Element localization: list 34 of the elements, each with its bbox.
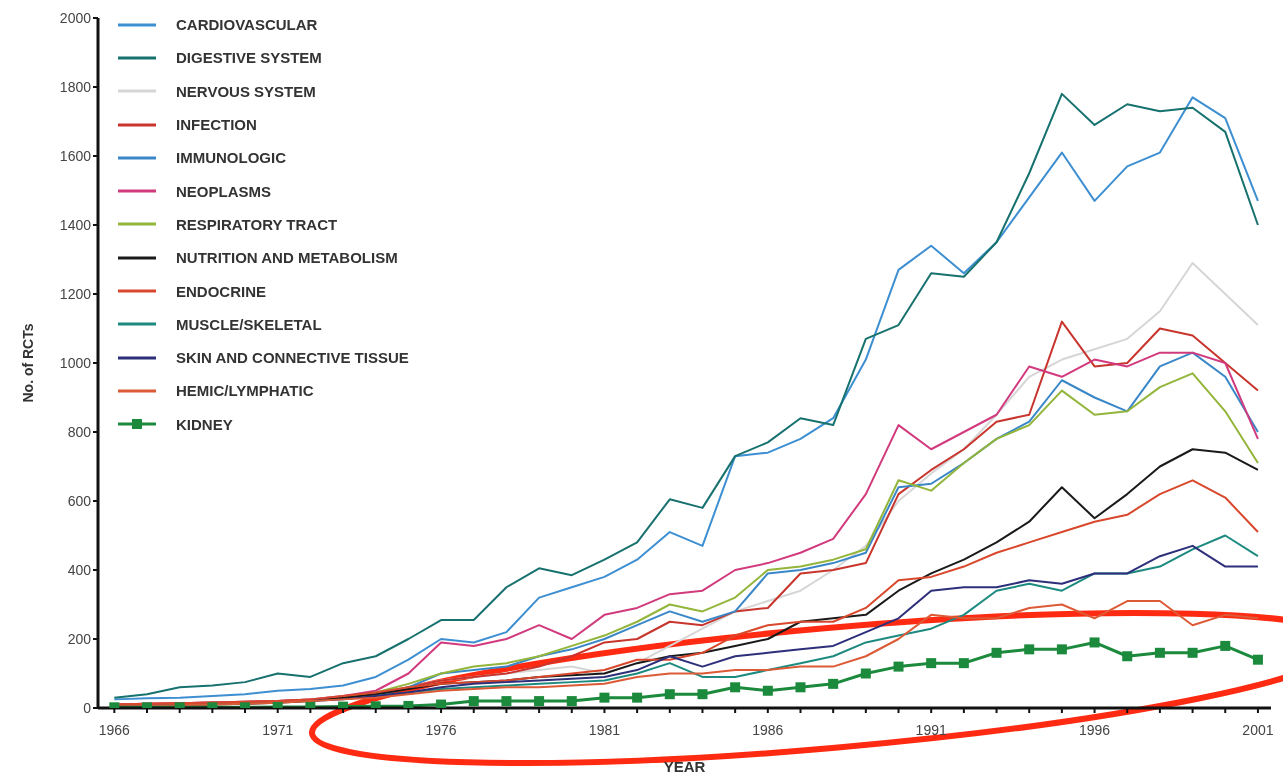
legend-label: ENDOCRINE <box>176 282 267 300</box>
x-tick-label: 1981 <box>588 721 621 738</box>
legend-label: NUTRITION AND METABOLISM <box>176 249 398 267</box>
x-tick-label: 1971 <box>262 721 294 738</box>
y-tick-label: 1200 <box>59 285 92 302</box>
legend-label: NEOPLASMS <box>176 182 272 200</box>
legend-label: CARDIOVASCULAR <box>176 16 318 34</box>
y-tick-label: 0 <box>83 699 92 716</box>
legend-label: NERVOUS SYSTEM <box>176 82 316 100</box>
x-tick-label: 2001 <box>1242 721 1274 738</box>
legend-label: IMMUNOLOGIC <box>176 149 286 167</box>
y-axis-title: No. of RCTs <box>19 323 36 403</box>
legend-label: DIGESTIVE SYSTEM <box>176 49 322 67</box>
legend-label: SKIN AND CONNECTIVE TISSUE <box>176 349 409 367</box>
y-tick-label: 400 <box>67 561 92 578</box>
x-tick-label: 1966 <box>98 721 131 738</box>
legend-label: INFECTION <box>176 116 257 134</box>
y-tick-label: 2000 <box>59 9 92 26</box>
y-tick-label: 800 <box>67 423 92 440</box>
x-axis-title: YEAR <box>663 758 706 774</box>
x-tick-label: 1991 <box>915 721 947 738</box>
y-tick-label: 1000 <box>59 354 92 371</box>
y-tick-label: 200 <box>67 630 92 647</box>
y-tick-label: 1800 <box>59 78 92 95</box>
y-tick-label: 1400 <box>59 216 92 233</box>
legend-label: KIDNEY <box>176 415 233 433</box>
y-tick-label: 600 <box>67 492 92 509</box>
x-tick-label: 1996 <box>1078 721 1111 738</box>
x-tick-label: 1976 <box>425 721 457 738</box>
legend-label: MUSCLE/SKELETAL <box>176 315 322 333</box>
x-tick-label: 1986 <box>752 721 784 738</box>
legend-label: HEMIC/LYMPHATIC <box>176 382 314 400</box>
legend-label: RESPIRATORY TRACT <box>176 215 338 233</box>
y-tick-label: 1600 <box>59 147 92 164</box>
